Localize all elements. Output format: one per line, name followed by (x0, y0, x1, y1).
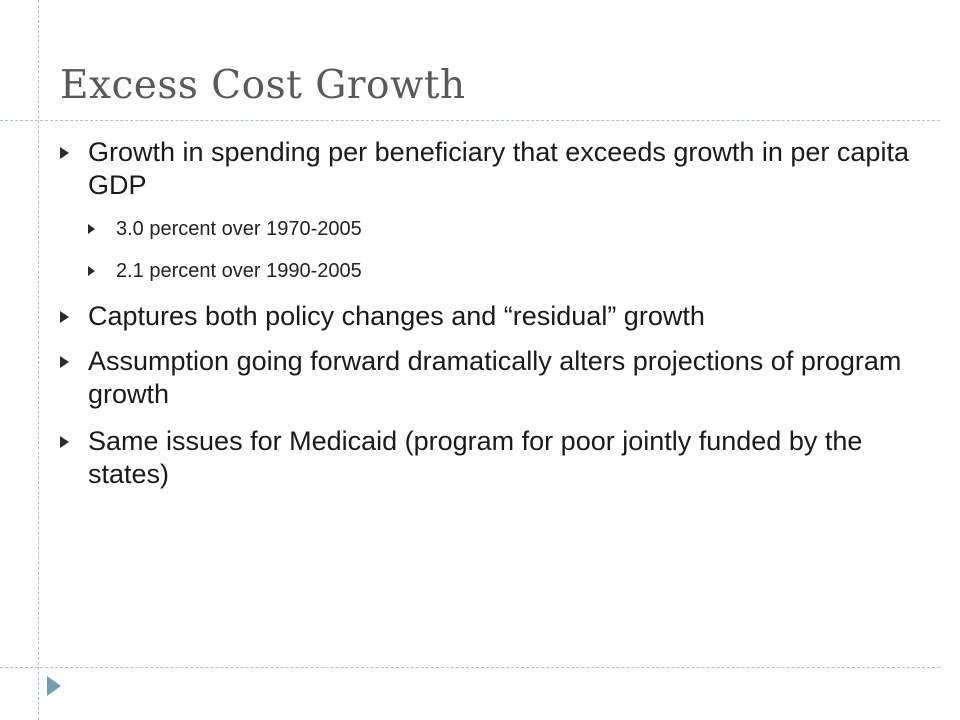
title-divider-line (0, 120, 940, 121)
bullet-text: Growth in spending per beneficiary that … (88, 137, 909, 200)
triangle-right-icon (88, 224, 95, 234)
slide-title: Excess Cost Growth (60, 63, 466, 108)
footer-divider-line (0, 667, 940, 668)
triangle-right-icon (60, 356, 69, 368)
triangle-right-icon (60, 311, 69, 323)
triangle-right-icon (60, 147, 69, 159)
vertical-guide-line (38, 0, 39, 720)
bullet-text: Same issues for Medicaid (program for po… (88, 426, 863, 489)
bullet-list: Growth in spending per beneficiary that … (60, 136, 920, 505)
sub-bullet-item: 3.0 percent over 1970-2005 (60, 216, 920, 242)
bullet-text: Assumption going forward dramatically al… (88, 346, 902, 409)
bullet-item: Same issues for Medicaid (program for po… (60, 425, 920, 491)
sub-bullet-text: 2.1 percent over 1990-2005 (116, 260, 362, 282)
bullet-item: Growth in spending per beneficiary that … (60, 136, 920, 202)
bullet-item: Captures both policy changes and “residu… (60, 300, 920, 333)
triangle-right-icon (60, 436, 69, 448)
sub-bullet-text: 3.0 percent over 1970-2005 (116, 218, 362, 240)
sub-bullet-item: 2.1 percent over 1990-2005 (60, 258, 920, 284)
bullet-text: Captures both policy changes and “residu… (88, 301, 705, 331)
triangle-right-icon (88, 266, 95, 276)
bullet-item: Assumption going forward dramatically al… (60, 345, 920, 411)
corner-triangle-icon (47, 676, 61, 696)
